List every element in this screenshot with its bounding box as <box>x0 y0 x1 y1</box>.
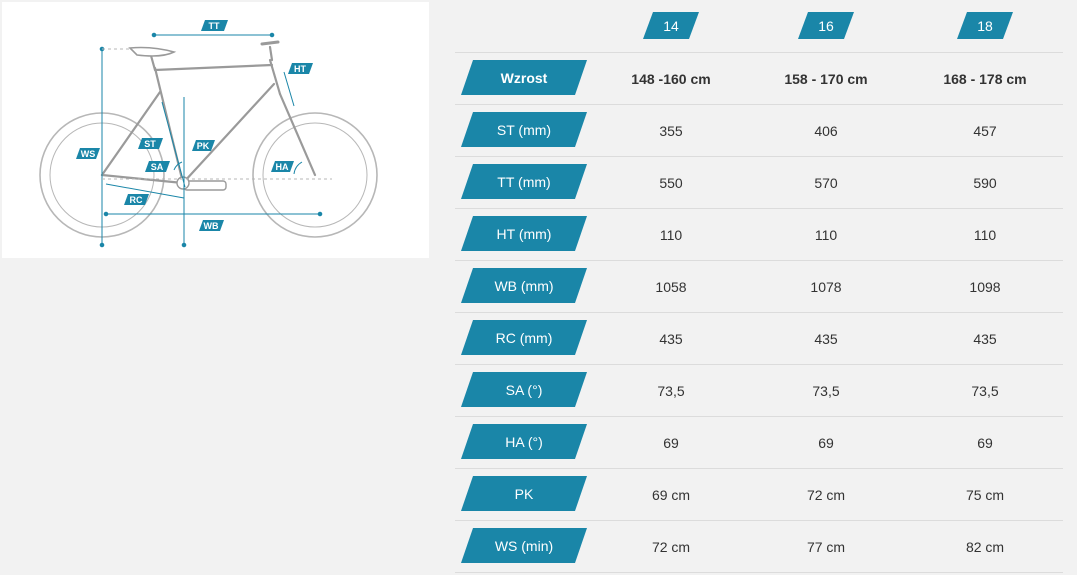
row-label: WB (mm) <box>461 268 587 303</box>
table-row-wb: WB (mm) 1058 1078 1098 <box>455 261 1063 313</box>
seatstay <box>100 90 162 177</box>
handlebar <box>260 40 280 46</box>
table-cell: 158 - 170 cm <box>784 70 868 87</box>
label-pk: PK <box>197 141 210 151</box>
size-header-row: 14 16 18 <box>455 0 1063 53</box>
ha-angle-arc <box>293 161 303 175</box>
bike-diagram: TT HT ST PK SA HA WS RC WB <box>39 20 378 248</box>
label-wb: WB <box>204 221 219 231</box>
table-cell: 550 <box>659 174 683 191</box>
row-label: PK <box>461 476 587 511</box>
table-cell: 148 -160 cm <box>631 70 711 87</box>
table-cell: 168 - 178 cm <box>943 70 1027 87</box>
table-cell: 69 <box>818 434 834 451</box>
crank <box>183 180 227 191</box>
head-tube <box>268 58 282 96</box>
table-cell: 72 cm <box>806 486 846 503</box>
row-label: RC (mm) <box>461 320 587 355</box>
table-cell: 355 <box>659 122 683 139</box>
table-cell: 69 <box>663 434 679 451</box>
table-cell: 406 <box>814 122 838 139</box>
table-row-ht: HT (mm) 110 110 110 <box>455 209 1063 261</box>
size-tab-14[interactable]: 14 <box>643 12 699 39</box>
label-ha: HA <box>276 162 289 172</box>
row-label: ST (mm) <box>461 112 587 147</box>
table-cell: 110 <box>973 226 997 243</box>
row-label: HA (°) <box>461 424 587 459</box>
row-label: Wzrost <box>461 60 587 95</box>
sa-angle-arc <box>173 161 183 171</box>
table-cell: 435 <box>973 330 997 347</box>
geometry-table: 14 16 18 Wzrost 148 -160 cm 158 - 170 cm… <box>455 0 1063 575</box>
table-cell: 69 cm <box>651 486 691 503</box>
top-tube <box>153 63 274 72</box>
table-row-ha: HA (°) 69 69 69 <box>455 417 1063 469</box>
table-cell: 435 <box>659 330 683 347</box>
table-cell: 72 cm <box>651 538 691 555</box>
table-cell: 1058 <box>655 278 687 295</box>
label-st: ST <box>144 139 156 149</box>
table-cell: 73,5 <box>657 382 685 399</box>
table-cell: 82 cm <box>965 538 1005 555</box>
size-tab-16[interactable]: 16 <box>798 12 854 39</box>
row-label: HT (mm) <box>461 216 587 251</box>
table-cell: 110 <box>814 226 838 243</box>
size-tab-18[interactable]: 18 <box>957 12 1013 39</box>
label-sa: SA <box>151 162 164 172</box>
table-row-wzrost: Wzrost 148 -160 cm 158 - 170 cm 168 - 17… <box>455 53 1063 105</box>
table-row-tt: TT (mm) 550 570 590 <box>455 157 1063 209</box>
stem <box>268 45 274 62</box>
chainstay <box>100 173 185 185</box>
geometry-diagram: TT HT ST PK SA HA WS RC WB <box>2 2 429 258</box>
table-row-sa: SA (°) 73,5 73,5 73,5 <box>455 365 1063 417</box>
fork <box>278 92 317 177</box>
label-ht: HT <box>294 64 306 74</box>
row-label: WS (min) <box>461 528 587 563</box>
table-row-ws: WS (min) 72 cm 77 cm 82 cm <box>455 521 1063 573</box>
row-label: SA (°) <box>461 372 587 407</box>
table-cell: 110 <box>659 226 683 243</box>
rc-dimension-line <box>105 183 185 199</box>
table-row-rc: RC (mm) 435 435 435 <box>455 313 1063 365</box>
table-cell: 457 <box>973 122 997 139</box>
row-label: TT (mm) <box>461 164 587 199</box>
table-cell: 75 cm <box>965 486 1005 503</box>
label-rc: RC <box>130 195 143 205</box>
bottom-bracket <box>176 176 190 190</box>
table-cell: 77 cm <box>806 538 846 555</box>
front-wheel <box>252 112 378 238</box>
front-rim <box>262 122 368 228</box>
table-cell: 73,5 <box>971 382 999 399</box>
table-cell: 1098 <box>969 278 1001 295</box>
table-cell: 570 <box>814 174 838 191</box>
down-tube <box>181 82 276 185</box>
table-cell: 69 <box>977 434 993 451</box>
ht-dimension-line <box>283 71 295 107</box>
st-dimension-line <box>161 101 186 188</box>
label-ws: WS <box>81 149 96 159</box>
table-cell: 1078 <box>810 278 842 295</box>
saddle <box>128 46 177 57</box>
table-cell: 435 <box>814 330 838 347</box>
table-row-pk: PK 69 cm 72 cm 75 cm <box>455 469 1063 521</box>
dimension-labels: TT HT ST PK SA HA WS RC WB <box>76 20 313 231</box>
label-tt: TT <box>209 21 220 31</box>
table-row-st: ST (mm) 355 406 457 <box>455 105 1063 157</box>
table-cell: 73,5 <box>812 382 840 399</box>
table-cell: 590 <box>973 174 997 191</box>
